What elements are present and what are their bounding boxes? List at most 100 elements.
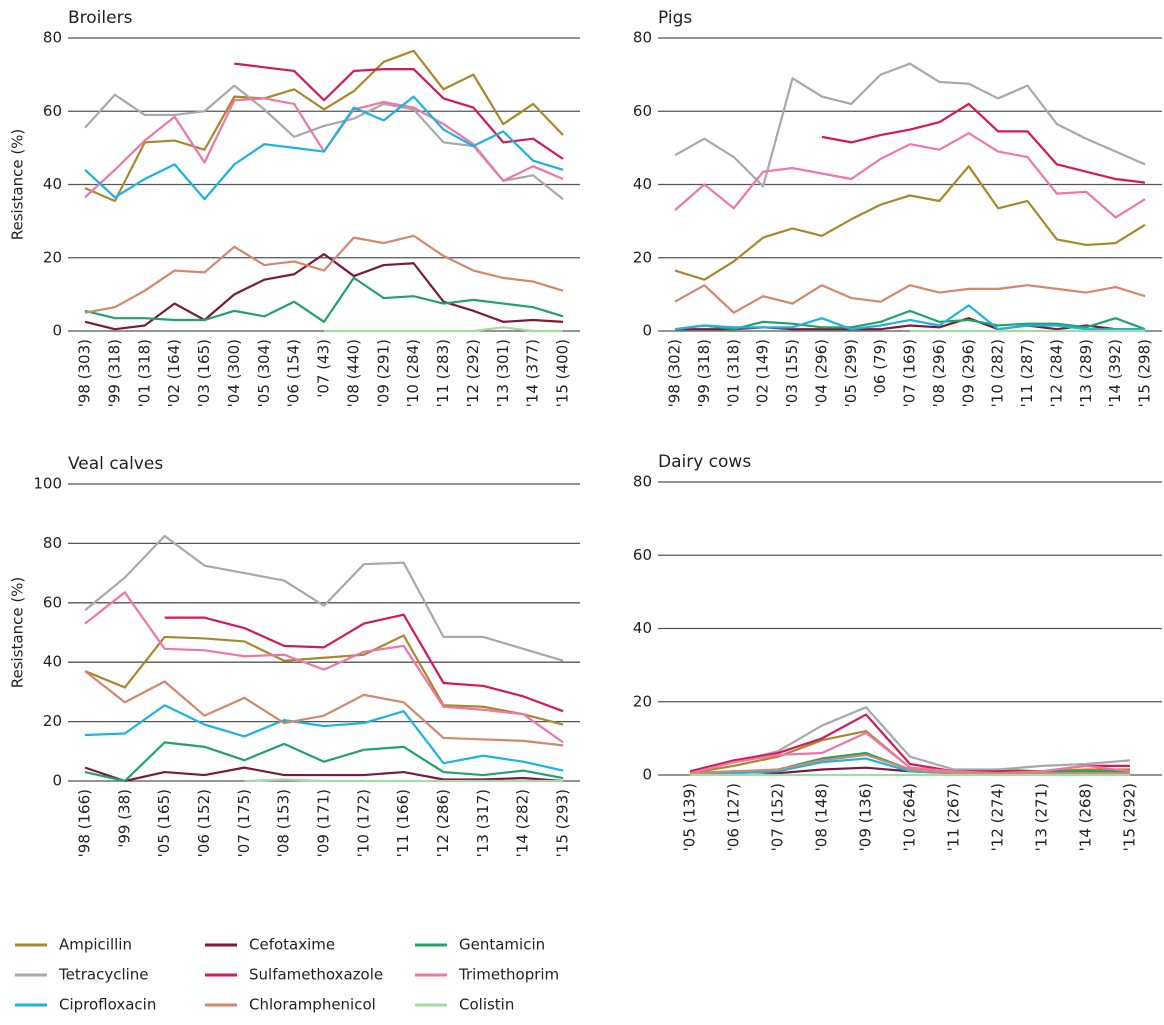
y-tick-label: 0 [642, 322, 652, 340]
y-axis-label: Resistance (%) [9, 577, 27, 689]
legend-label: Ampicillin [59, 936, 132, 954]
x-tick-label: '13 (301) [494, 339, 512, 407]
x-tick-label: '99 (318) [695, 339, 713, 407]
x-tick-label: '09 (171) [315, 789, 333, 857]
y-tick-label: 60 [633, 546, 652, 564]
legend-label: Sulfamethoxazole [249, 966, 383, 984]
y-tick-label: 0 [642, 766, 652, 784]
x-tick-label: '08 (153) [275, 789, 293, 857]
series-line [674, 62, 1146, 188]
series-line [164, 613, 564, 713]
y-tick-label: 20 [633, 248, 652, 266]
x-tick-label: '08 (148) [813, 783, 831, 851]
x-tick-label: '15 (400) [554, 339, 572, 407]
x-tick-label: '15 (298) [1136, 339, 1154, 407]
series-line [84, 234, 564, 314]
series-line [84, 704, 564, 772]
x-tick-label: '10 (264) [901, 783, 919, 851]
y-tick-label: 80 [43, 29, 62, 47]
x-tick-label: '11 (287) [1018, 339, 1036, 407]
x-tick-label: '11 (166) [394, 789, 412, 857]
x-tick-label: '05 (139) [681, 783, 699, 851]
x-tick-label: '03 (155) [783, 339, 801, 407]
legend-label: Chloramphenicol [249, 996, 376, 1014]
legend-label: Tetracycline [58, 966, 149, 984]
x-tick-label: '13 (289) [1077, 339, 1095, 407]
x-tick-label: '06 (127) [725, 783, 743, 851]
x-tick-label: '06 (152) [195, 789, 213, 857]
x-tick-label: '99 (38) [115, 789, 133, 848]
legend-label: Colistin [459, 996, 514, 1014]
series-line [821, 102, 1146, 184]
y-tick-label: 80 [633, 473, 652, 491]
y-tick-label: 20 [43, 712, 62, 730]
x-tick-label: '98 (302) [666, 339, 684, 407]
series-line [674, 132, 1146, 219]
y-tick-label: 40 [43, 175, 62, 193]
x-tick-label: '13 (271) [1033, 783, 1051, 851]
x-tick-label: '14 (392) [1106, 339, 1124, 407]
series-line [674, 284, 1146, 314]
series-line [84, 49, 564, 203]
chart-title: Broilers [68, 8, 133, 28]
x-tick-label: '10 (284) [404, 339, 422, 407]
x-tick-label: '01 (318) [135, 339, 153, 407]
x-tick-label: '04 (296) [812, 339, 830, 407]
series-line [689, 753, 1130, 775]
y-tick-label: 60 [633, 102, 652, 120]
series-line [674, 309, 1146, 331]
x-tick-label: '11 (283) [434, 339, 452, 407]
series-line [84, 741, 564, 783]
x-tick-label: '06 (79) [871, 339, 889, 398]
x-tick-label: '14 (282) [514, 789, 532, 857]
x-tick-label: '05 (165) [155, 789, 173, 857]
x-tick-label: '01 (318) [724, 339, 742, 407]
legend-label: Trimethoprim [458, 966, 559, 984]
series-line [84, 634, 564, 726]
x-tick-label: '10 (282) [989, 339, 1007, 407]
y-tick-label: 40 [43, 653, 62, 671]
y-tick-label: 100 [33, 475, 62, 493]
legend-label: Gentamicin [459, 936, 545, 954]
series-line [84, 670, 564, 747]
series-line [674, 304, 1145, 331]
legend-label: Cefotaxime [249, 936, 335, 954]
series-line [84, 252, 564, 331]
y-tick-label: 40 [633, 175, 652, 193]
x-tick-label: '02 (149) [754, 339, 772, 407]
x-tick-label: '13 (317) [474, 789, 492, 857]
x-tick-label: '12 (286) [434, 789, 452, 857]
x-tick-label: '09 (291) [374, 339, 392, 407]
series-line [84, 276, 564, 323]
x-tick-label: '07 (152) [769, 783, 787, 851]
chart-title: Veal calves [68, 454, 163, 474]
x-tick-label: '14 (377) [524, 339, 542, 407]
series-line [84, 534, 564, 662]
y-tick-label: 20 [633, 692, 652, 710]
x-tick-label: '99 (318) [105, 339, 123, 407]
series-line [84, 95, 564, 201]
chart-title: Dairy cows [658, 452, 751, 472]
y-tick-label: 0 [52, 772, 62, 790]
series-line [244, 778, 563, 783]
series-line [84, 591, 564, 744]
y-axis-label: Resistance (%) [9, 129, 27, 241]
x-tick-label: '15 (293) [554, 789, 572, 857]
series-line [324, 326, 563, 333]
x-tick-label: '07 (43) [315, 339, 333, 398]
x-tick-label: '05 (299) [842, 339, 860, 407]
x-tick-label: '12 (284) [1047, 339, 1065, 407]
series-line [689, 713, 1130, 773]
x-tick-label: '07 (175) [235, 789, 253, 857]
x-tick-label: '08 (296) [930, 339, 948, 407]
x-tick-label: '03 (165) [195, 339, 213, 407]
x-tick-label: '09 (136) [857, 783, 875, 851]
x-tick-label: '09 (296) [959, 339, 977, 407]
x-tick-label: '04 (300) [225, 339, 243, 407]
series-line [234, 62, 564, 160]
y-tick-label: 80 [43, 534, 62, 552]
x-tick-label: '14 (268) [1077, 783, 1095, 851]
x-tick-label: '02 (164) [165, 339, 183, 407]
x-tick-label: '12 (292) [464, 339, 482, 407]
